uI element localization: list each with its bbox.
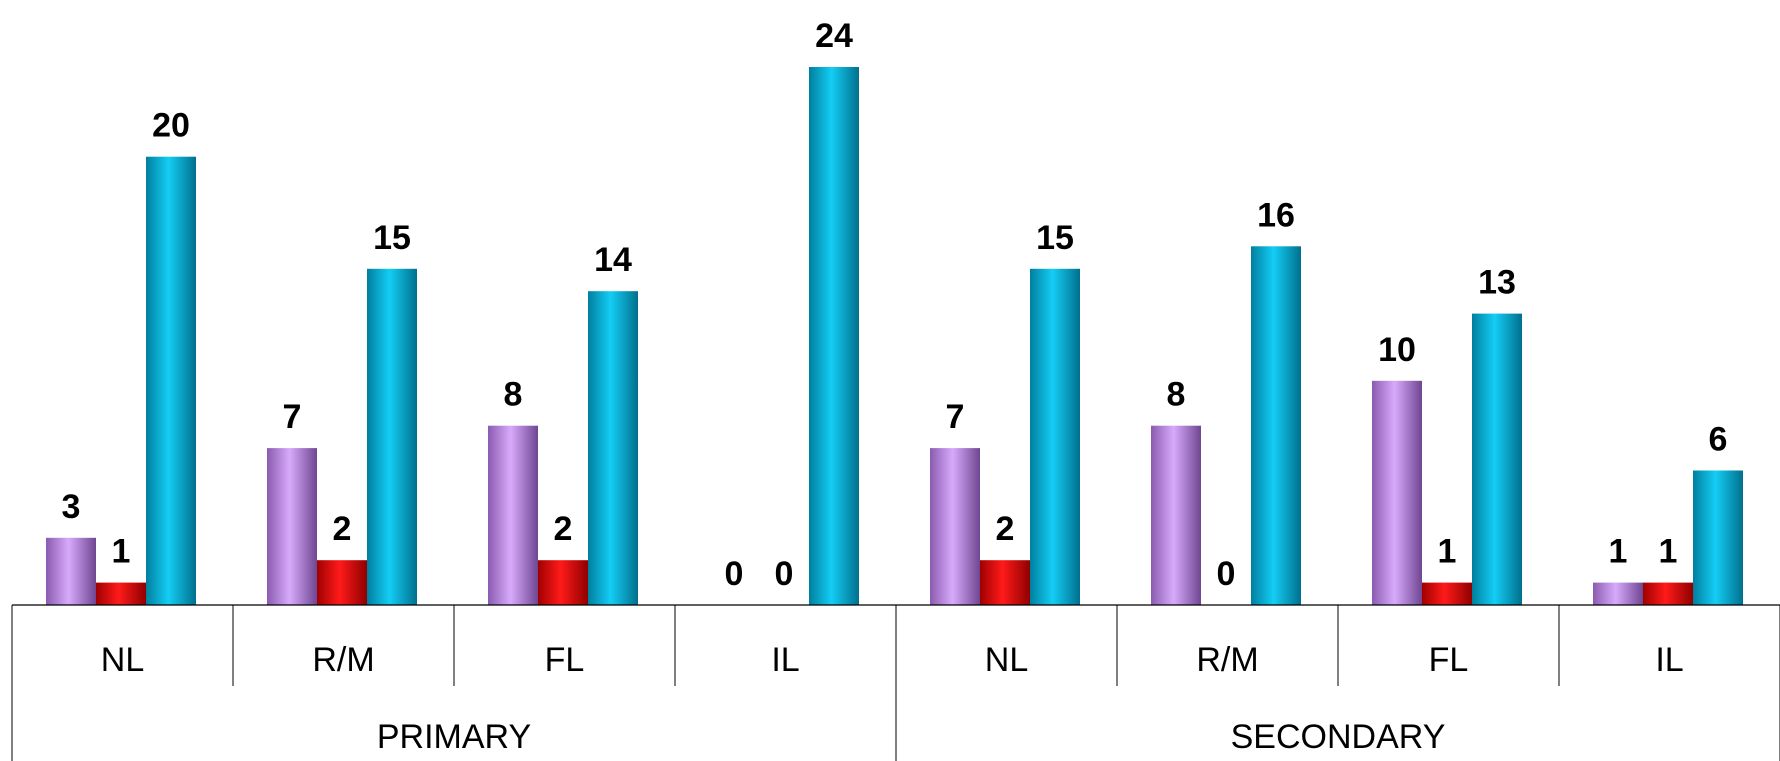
- category-label: FL: [545, 641, 585, 679]
- value-label-red-2: 2: [554, 510, 573, 548]
- bar-red-0: [96, 582, 146, 605]
- bar-purple-5: [1151, 425, 1201, 605]
- bar-blue-7: [1693, 470, 1743, 605]
- category-label: FL: [1429, 641, 1469, 679]
- bar-red-1: [317, 560, 367, 605]
- value-label-purple-7: 1: [1609, 533, 1628, 571]
- value-label-blue-0: 20: [152, 107, 190, 145]
- value-label-red-6: 1: [1438, 533, 1457, 571]
- bar-blue-4: [1030, 268, 1080, 606]
- category-label: R/M: [312, 641, 374, 679]
- bar-purple-7: [1593, 582, 1643, 605]
- bar-purple-4: [930, 448, 980, 605]
- value-label-red-3: 0: [775, 555, 794, 593]
- category-label: NL: [101, 641, 144, 679]
- bar-red-2: [538, 560, 588, 605]
- value-label-blue-7: 6: [1709, 421, 1728, 459]
- bar-red-6: [1422, 582, 1472, 605]
- bar-red-7: [1643, 582, 1693, 605]
- bar-purple-2: [488, 425, 538, 605]
- value-label-blue-6: 13: [1478, 264, 1516, 302]
- value-label-blue-3: 24: [815, 17, 853, 55]
- value-label-purple-0: 3: [62, 488, 81, 526]
- bars-layer: [46, 67, 1743, 606]
- bar-blue-0: [146, 156, 196, 605]
- value-label-blue-1: 15: [373, 219, 411, 257]
- bar-blue-5: [1251, 246, 1301, 606]
- value-label-blue-4: 15: [1036, 219, 1074, 257]
- bar-purple-6: [1372, 380, 1422, 605]
- bar-blue-1: [367, 268, 417, 606]
- group-label-secondary: SECONDARY: [1231, 718, 1446, 756]
- value-label-blue-5: 16: [1257, 196, 1295, 234]
- bar-blue-3: [809, 67, 859, 605]
- value-label-purple-4: 7: [946, 398, 965, 436]
- value-label-red-4: 2: [996, 510, 1015, 548]
- value-label-red-1: 2: [333, 510, 352, 548]
- value-label-purple-1: 7: [283, 398, 302, 436]
- category-axis: NL R/M FL IL NL R/M FL IL PRIMARY SECONDARY: [11, 604, 1780, 761]
- bar-red-4: [980, 560, 1030, 605]
- value-label-purple-5: 8: [1167, 376, 1186, 414]
- category-label: IL: [771, 641, 799, 679]
- value-label-purple-6: 10: [1378, 331, 1416, 369]
- category-label: IL: [1655, 641, 1683, 679]
- value-label-red-0: 1: [112, 533, 131, 571]
- value-label-blue-2: 14: [594, 241, 632, 279]
- category-label: NL: [985, 641, 1028, 679]
- bar-purple-0: [46, 537, 96, 606]
- bar-purple-1: [267, 448, 317, 605]
- value-label-red-7: 1: [1659, 533, 1678, 571]
- group-label-primary: PRIMARY: [377, 718, 531, 756]
- bar-blue-2: [588, 291, 638, 605]
- bar-blue-6: [1472, 313, 1522, 605]
- value-label-purple-3: 0: [725, 555, 744, 593]
- value-label-purple-2: 8: [504, 376, 523, 414]
- value-label-red-5: 0: [1217, 555, 1236, 593]
- category-label: R/M: [1196, 641, 1258, 679]
